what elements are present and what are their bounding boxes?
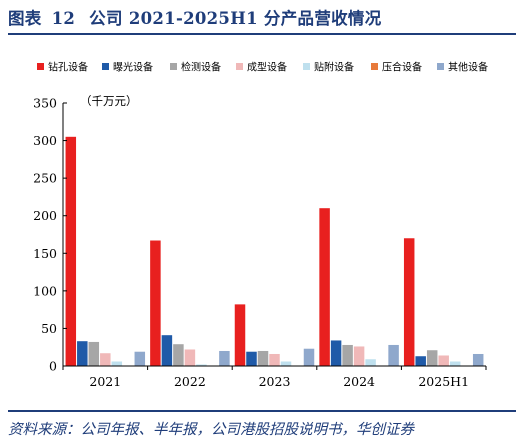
bar <box>472 353 484 366</box>
bar <box>88 341 100 366</box>
legend-item: 曝光设备 <box>102 61 153 74</box>
legend-swatch <box>371 63 378 70</box>
bar <box>246 351 257 366</box>
x-tick-label: 2024 <box>343 374 375 389</box>
legend-label: 贴附设备 <box>314 61 354 74</box>
bar <box>196 364 207 366</box>
bar <box>77 341 88 366</box>
bar <box>353 346 365 366</box>
legend-item: 贴附设备 <box>303 61 354 74</box>
legend-label: 压合设备 <box>382 61 422 74</box>
bar <box>100 353 111 366</box>
legend-item: 压合设备 <box>371 61 422 74</box>
bar <box>65 136 77 366</box>
bar <box>161 335 173 366</box>
bar <box>426 350 438 366</box>
legend: 钻孔设备 曝光设备 检测设备 成型设备 贴附设备 压合设备 其他设备 <box>37 61 488 74</box>
legend-item: 钻孔设备 <box>37 61 88 74</box>
x-tick-label: 2021 <box>89 374 121 389</box>
y-tick-label: 200 <box>33 208 57 223</box>
legend-item: 检测设备 <box>170 61 221 74</box>
bar <box>111 361 123 366</box>
x-tick-label: 2025H1 <box>418 374 469 389</box>
bar <box>449 361 461 366</box>
y-tick-label: 300 <box>33 133 57 148</box>
x-tick-label: 2022 <box>174 374 206 389</box>
legend-label: 钻孔设备 <box>48 61 88 74</box>
bar <box>403 238 415 366</box>
legend-label: 检测设备 <box>181 61 221 74</box>
bar <box>257 350 269 366</box>
figure-title: 图表 12 公司 2021-2025H1 分产品营收情况 <box>8 5 516 28</box>
figure-label: 图表 <box>8 9 42 28</box>
bar <box>330 340 342 366</box>
bars <box>65 136 484 366</box>
bar <box>342 344 353 366</box>
legend-swatch <box>170 63 177 70</box>
bar <box>438 355 449 366</box>
legend-item: 其他设备 <box>437 61 488 74</box>
legend-swatch <box>437 63 444 70</box>
bar <box>219 350 230 366</box>
bar <box>234 304 246 366</box>
bar <box>319 208 330 366</box>
axes: 0 50 100 150 200 250 300 350 2021 2022 2023 2024 202… <box>33 96 487 389</box>
bar <box>365 359 376 366</box>
legend-swatch <box>37 63 44 70</box>
bar <box>184 349 196 366</box>
source-note: 资料来源：公司年报、半年报，公司港股招股说明书，华创证券 <box>8 422 414 438</box>
bottom-rule <box>8 410 516 412</box>
bar <box>303 348 315 366</box>
legend-label: 曝光设备 <box>113 61 153 74</box>
figure-number: 12 <box>51 9 76 28</box>
y-tick-label: 250 <box>33 171 57 186</box>
figure-title-text: 公司 2021-2025H1 分产品营收情况 <box>89 9 382 28</box>
bar <box>269 353 280 366</box>
bar <box>415 356 426 366</box>
legend-item: 成型设备 <box>236 61 287 74</box>
x-tick-label: 2023 <box>259 374 291 389</box>
bar <box>388 344 399 366</box>
y-tick-label: 50 <box>41 321 57 336</box>
y-tick-label: 0 <box>49 359 57 374</box>
bar <box>280 361 292 366</box>
y-tick-label: 100 <box>33 283 57 298</box>
y-unit-label: （千万元） <box>80 94 138 108</box>
y-tick-label: 350 <box>33 96 57 111</box>
legend-swatch <box>102 63 109 70</box>
bar <box>134 351 146 366</box>
bar <box>173 344 184 366</box>
legend-swatch <box>303 63 310 70</box>
y-tick-label: 150 <box>33 246 57 261</box>
bar <box>150 240 161 366</box>
legend-swatch <box>236 63 243 70</box>
legend-label: 成型设备 <box>247 61 287 74</box>
legend-label: 其他设备 <box>448 61 488 74</box>
title-rule <box>8 33 516 35</box>
